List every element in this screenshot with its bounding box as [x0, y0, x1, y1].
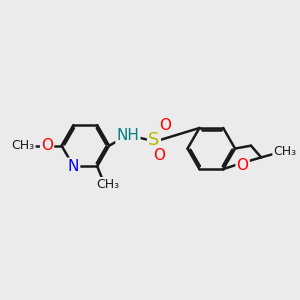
Text: CH₃: CH₃ [96, 178, 119, 191]
Text: N: N [68, 159, 79, 174]
Text: NH: NH [116, 128, 139, 143]
Text: CH₃: CH₃ [11, 139, 35, 152]
Text: O: O [41, 138, 53, 153]
Text: S: S [148, 131, 160, 149]
Text: O: O [153, 148, 165, 163]
Text: O: O [237, 158, 249, 173]
Text: CH₃: CH₃ [273, 145, 296, 158]
Text: O: O [159, 118, 171, 133]
